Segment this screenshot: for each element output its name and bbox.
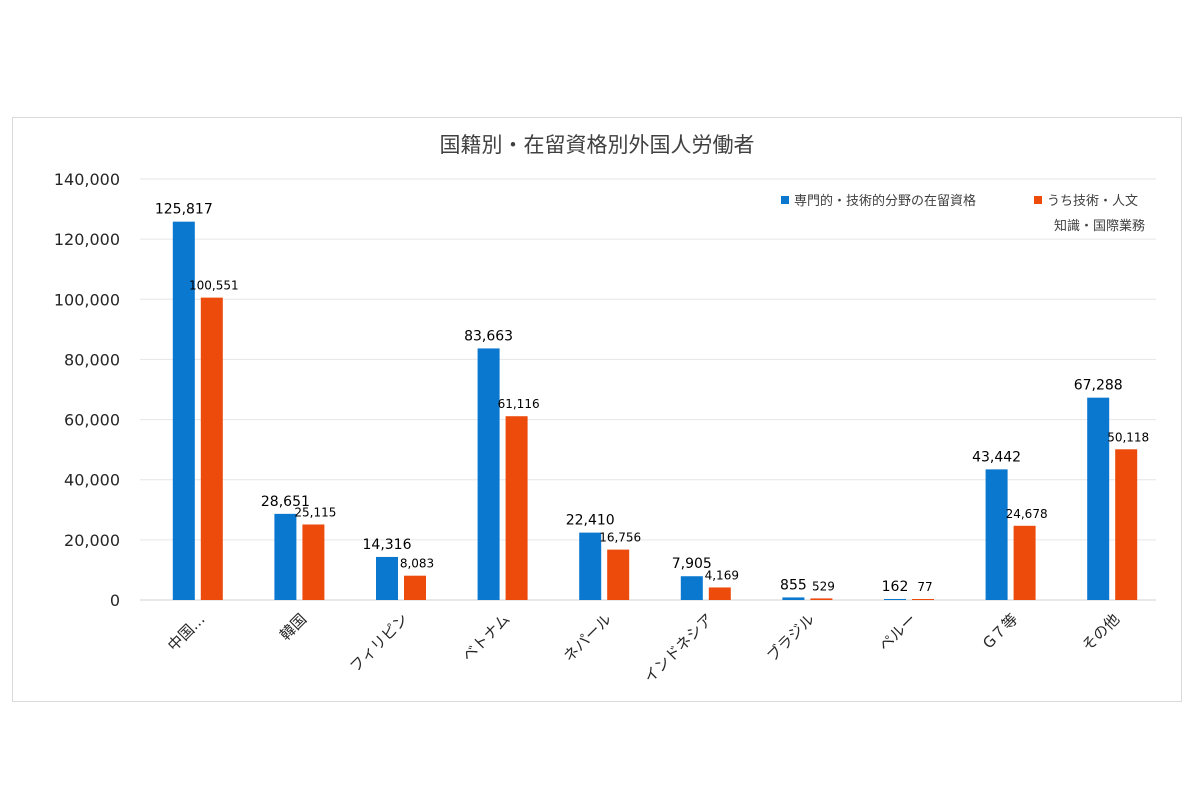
bar-series-2 bbox=[1115, 449, 1138, 600]
data-label-series-2: 61,116 bbox=[498, 397, 540, 411]
data-label-series-1: 855 bbox=[780, 577, 807, 593]
data-label-series-1: 83,663 bbox=[464, 328, 513, 344]
bar-series-1 bbox=[376, 556, 398, 600]
data-label-series-2: 50,118 bbox=[1107, 430, 1149, 444]
x-tick-label: G７等 bbox=[979, 610, 1021, 652]
bar-series-2 bbox=[912, 599, 934, 600]
legend-label-series-2-line-2: 知識・国際業務 bbox=[1054, 218, 1145, 234]
y-tick-label: 60,000 bbox=[64, 411, 120, 430]
data-label-series-2: 529 bbox=[812, 579, 835, 593]
x-tick-label: インドネシア bbox=[640, 610, 716, 686]
data-label-series-1: 43,442 bbox=[972, 449, 1021, 465]
x-tick-label: ペルー bbox=[875, 610, 920, 655]
bar-series-1 bbox=[782, 597, 805, 600]
bar-series-2 bbox=[302, 524, 325, 600]
bar-series-2 bbox=[1013, 525, 1036, 600]
y-tick-label: 120,000 bbox=[54, 230, 120, 249]
y-tick-label: 100,000 bbox=[54, 290, 120, 309]
bar-series-1 bbox=[579, 532, 602, 600]
legend-label-series-2-line-1: うち技術・人文 bbox=[1047, 194, 1138, 209]
x-tick-label: ブラジル bbox=[763, 610, 818, 665]
y-tick-label: 0 bbox=[110, 591, 120, 610]
x-tick-label: ネパール bbox=[560, 610, 615, 665]
data-label-series-1: 162 bbox=[882, 579, 909, 595]
data-label-series-2: 25,115 bbox=[294, 505, 336, 519]
bar-series-2 bbox=[607, 549, 630, 600]
legend-swatch-series-2 bbox=[1034, 196, 1042, 204]
bar-series-2 bbox=[810, 598, 833, 600]
bar-series-2 bbox=[708, 587, 731, 600]
data-label-series-2: 8,083 bbox=[400, 557, 434, 571]
bar-series-1 bbox=[172, 221, 195, 600]
legend-label-series-1: 専門的・技術的分野の在留資格 bbox=[794, 193, 976, 209]
data-label-series-1: 22,410 bbox=[566, 513, 615, 529]
data-label-series-2: 77 bbox=[917, 580, 932, 594]
x-axis: 中国… 韓国 フィリピン ベトナム ネパール インドネシア ブラジル ペルー G７等 その他 bbox=[164, 610, 1123, 686]
y-axis: 0 20,000 40,000 60,000 80,000 100,000 120,000 1… bbox=[54, 170, 120, 610]
data-label-series-1: 14,316 bbox=[363, 537, 412, 553]
bar-series-1 bbox=[985, 469, 1008, 600]
bar-series-1 bbox=[1087, 397, 1110, 600]
data-label-series-1: 67,288 bbox=[1074, 378, 1123, 394]
x-tick-label: フィリピン bbox=[346, 610, 412, 676]
y-tick-label: 140,000 bbox=[54, 170, 120, 189]
data-label-series-2: 24,678 bbox=[1006, 507, 1048, 521]
x-tick-label: その他 bbox=[1078, 610, 1123, 655]
bar-series-1 bbox=[680, 576, 703, 600]
data-label-series-1: 28,651 bbox=[261, 494, 310, 510]
data-label-series-1: 125,817 bbox=[155, 202, 213, 218]
x-tick-label: ベトナム bbox=[459, 610, 514, 665]
y-tick-label: 20,000 bbox=[64, 531, 120, 550]
bar-series-2 bbox=[404, 575, 426, 600]
data-label-series-2: 4,169 bbox=[705, 568, 739, 582]
bar-series-2 bbox=[200, 297, 223, 600]
bar-series-1 bbox=[477, 348, 500, 600]
x-tick-label: 中国… bbox=[164, 610, 209, 655]
bar-series-1 bbox=[884, 599, 906, 600]
legend-swatch-series-1 bbox=[781, 196, 789, 204]
data-label-series-2: 100,551 bbox=[189, 279, 239, 293]
chart-title: 国籍別・在留資格別外国人労働者 bbox=[440, 133, 755, 157]
y-tick-label: 40,000 bbox=[64, 471, 120, 490]
data-label-series-1: 7,905 bbox=[672, 556, 712, 572]
legend: 専門的・技術的分野の在留資格 うち技術・人文 知識・国際業務 bbox=[781, 193, 1145, 234]
bar-series-1 bbox=[274, 513, 297, 600]
bar-series-2 bbox=[505, 416, 528, 600]
data-label-series-2: 16,756 bbox=[599, 531, 641, 545]
y-tick-label: 80,000 bbox=[64, 350, 120, 369]
x-tick-label: 韓国 bbox=[276, 610, 310, 644]
